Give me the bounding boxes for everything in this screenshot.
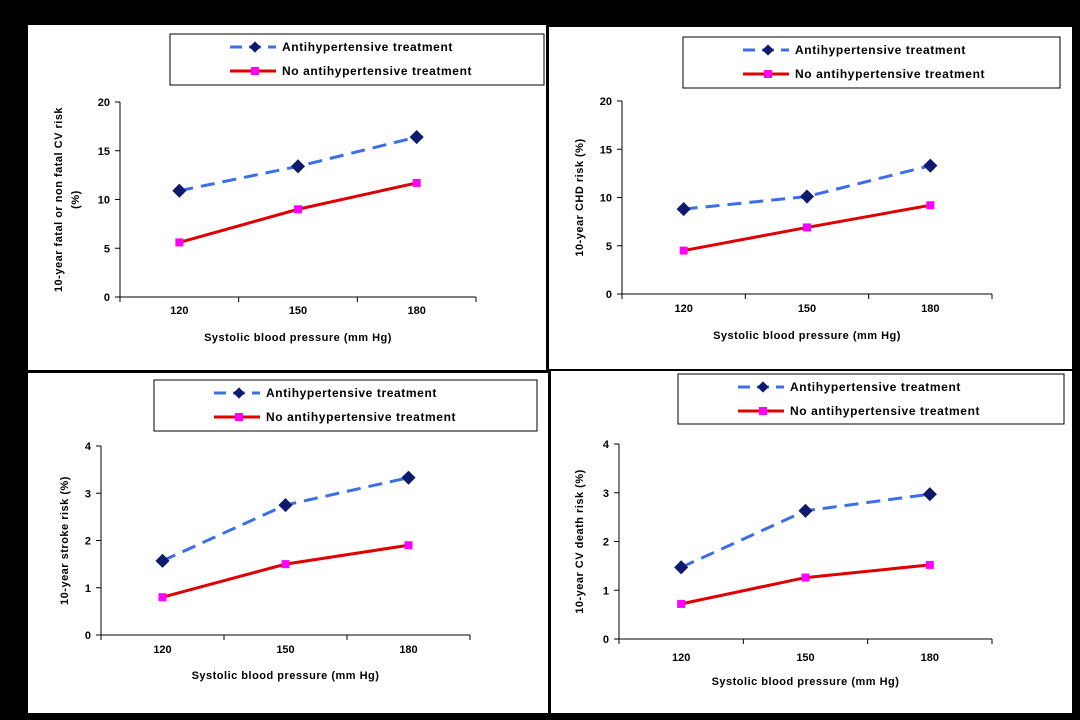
legend-label-1: Antihypertensive treatment (795, 43, 966, 57)
chart-panel-cv-risk: Antihypertensive treatment No antihyperte… (28, 25, 546, 370)
data-point-antihypertensive (923, 158, 938, 173)
y-tick-label: 4 (603, 439, 610, 451)
y-tick-label: 1 (85, 583, 91, 595)
data-point-antihypertensive (409, 130, 424, 145)
data-point-no-antihypertensive (158, 593, 167, 602)
x-tick-label: 180 (399, 644, 417, 656)
chart-svg: Antihypertensive treatment No antihyperte… (53, 33, 545, 344)
y-tick-label: 10 (600, 193, 612, 205)
data-point-no-antihypertensive (801, 573, 810, 582)
data-point-no-antihypertensive (679, 246, 688, 255)
data-point-no-antihypertensive (677, 599, 686, 608)
legend-label-2: No antihypertensive treatment (795, 67, 985, 81)
y-tick-label: 0 (606, 289, 612, 301)
x-tick-label: 150 (276, 644, 294, 656)
data-point-antihypertensive (290, 159, 306, 174)
chart-panel-stroke-risk: Antihypertensive treatment No antihyperte… (28, 373, 548, 713)
x-tick-label: 180 (921, 303, 939, 315)
chart-svg: Antihypertensive treatment No antihyperte… (59, 379, 538, 682)
y-tick-label: 2 (603, 537, 609, 549)
data-point-no-antihypertensive (412, 178, 421, 187)
data-point-antihypertensive (401, 470, 416, 485)
x-tick-label: 180 (407, 305, 425, 317)
y-axis-title-line2: (%) (70, 190, 82, 209)
x-tick-label: 120 (674, 303, 692, 315)
data-point-antihypertensive (799, 189, 815, 204)
y-tick-label: 0 (603, 634, 609, 646)
y-axis-title: 10-year CV death risk (%) (574, 469, 586, 614)
y-tick-label: 0 (85, 630, 91, 642)
data-point-antihypertensive (155, 553, 170, 568)
legend-marker-2 (759, 407, 767, 415)
x-axis-title: Systolic blood pressure (mm Hg) (192, 670, 380, 682)
y-tick-label: 5 (104, 243, 110, 255)
y-tick-label: 3 (603, 488, 609, 500)
data-point-no-antihypertensive (294, 205, 302, 214)
y-tick-label: 2 (85, 536, 91, 548)
legend-marker-2 (235, 413, 243, 421)
data-point-no-antihypertensive (926, 201, 935, 210)
series-line-2 (162, 543, 409, 599)
y-tick-label: 4 (85, 441, 92, 453)
legend-label-2: No antihypertensive treatment (790, 404, 980, 418)
x-axis-title: Systolic blood pressure (mm Hg) (713, 330, 901, 342)
y-axis-title: 10-year CHD risk (%) (574, 138, 586, 256)
data-point-antihypertensive (676, 202, 691, 217)
y-tick-label: 15 (600, 144, 612, 156)
legend-label-2: No antihypertensive treatment (282, 64, 472, 78)
legend-box (682, 36, 1061, 89)
legend-label-2: No antihypertensive treatment (266, 410, 456, 424)
y-tick-label: 1 (603, 585, 609, 597)
legend: Antihypertensive treatment No antihyperte… (677, 373, 1065, 425)
legend: Antihypertensive treatment No antihyperte… (682, 36, 1061, 89)
data-point-antihypertensive (922, 487, 937, 502)
y-axis-title: 10-year stroke risk (%) (59, 476, 71, 605)
y-tick-label: 20 (600, 96, 612, 108)
y-tick-label: 15 (98, 146, 110, 158)
x-axis-title: Systolic blood pressure (mm Hg) (712, 676, 900, 688)
chart-panel-chd-risk: Antihypertensive treatment No antihyperte… (549, 27, 1072, 369)
x-axis-title: Systolic blood pressure (mm Hg) (204, 332, 392, 344)
y-axis-title: 10-year fatal or non fatal CV risk (53, 107, 65, 292)
y-tick-label: 0 (104, 292, 110, 304)
legend-box (153, 379, 538, 432)
legend-label-1: Antihypertensive treatment (282, 40, 453, 54)
series-line-2 (680, 563, 930, 606)
x-tick-label: 150 (289, 305, 307, 317)
data-point-no-antihypertensive (803, 223, 811, 232)
data-point-no-antihypertensive (404, 541, 413, 550)
chart-panel-cv-death-risk: Antihypertensive treatment No antihyperte… (551, 371, 1072, 713)
chart-svg: Antihypertensive treatment No antihyperte… (574, 373, 1065, 688)
data-point-antihypertensive (674, 560, 689, 575)
x-tick-label: 120 (170, 305, 188, 317)
legend-marker-2 (251, 67, 259, 75)
chart-svg: Antihypertensive treatment No antihyperte… (574, 36, 1061, 342)
legend-label-1: Antihypertensive treatment (790, 380, 961, 394)
data-point-antihypertensive (278, 497, 293, 513)
y-tick-label: 10 (98, 195, 110, 207)
y-tick-label: 20 (98, 97, 110, 109)
x-tick-label: 180 (921, 652, 939, 664)
y-tick-label: 5 (606, 241, 612, 253)
data-point-no-antihypertensive (281, 560, 290, 569)
data-point-no-antihypertensive (175, 238, 184, 247)
y-tick-label: 3 (85, 488, 91, 500)
x-tick-label: 150 (798, 303, 816, 315)
x-tick-label: 150 (796, 652, 814, 664)
data-point-antihypertensive (172, 183, 187, 198)
data-point-no-antihypertensive (925, 560, 934, 569)
legend-label-1: Antihypertensive treatment (266, 386, 437, 400)
legend: Antihypertensive treatment No antihyperte… (169, 33, 545, 86)
legend: Antihypertensive treatment No antihyperte… (153, 379, 538, 432)
x-tick-label: 120 (153, 644, 171, 656)
legend-box (169, 33, 545, 86)
data-point-antihypertensive (798, 503, 813, 518)
legend-marker-2 (764, 70, 772, 78)
series-line-1 (161, 476, 409, 563)
x-tick-label: 120 (672, 652, 690, 664)
legend-box (677, 373, 1065, 425)
